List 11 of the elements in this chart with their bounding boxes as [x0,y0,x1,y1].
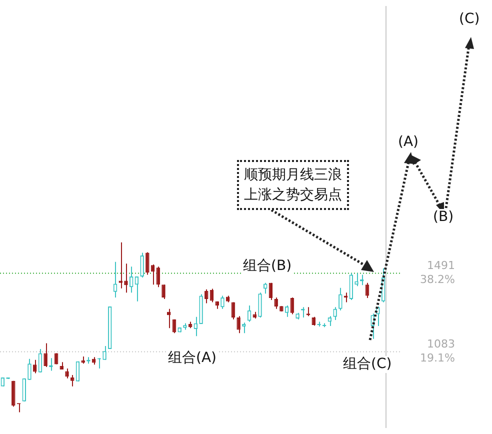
annotation: 顺预期月线三浪上涨之势交易点 [237,160,349,210]
y2-tick-label: 19.1% [420,352,455,365]
text: (A) [398,134,419,151]
text: (B) [433,209,454,226]
y2-tick-label: 38.2% [420,273,455,286]
text: (C) [459,11,480,28]
annotation: 组合(B) [243,258,292,275]
y-tick-label: 1083 [427,338,455,351]
annotation: 组合(A) [168,350,217,367]
annotation: 组合(C) [343,356,392,373]
y-tick-label: 1491 [427,259,455,272]
